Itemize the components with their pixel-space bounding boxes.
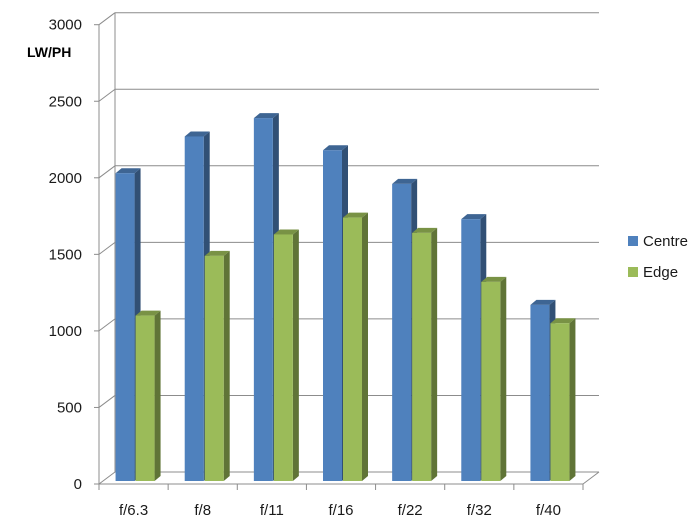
y-tick-label: 1000 [49, 323, 82, 340]
gridline-depth [98, 165, 116, 179]
bar-centre [392, 183, 412, 481]
bar-top-edge [273, 229, 299, 235]
x-tick-label: f/22 [398, 502, 423, 519]
y-axis-title: LW/PH [27, 44, 71, 60]
gridline-depth [98, 471, 116, 485]
y-tick-label: 2000 [49, 170, 82, 187]
bar-top-centre [184, 131, 210, 137]
bar-edge [481, 281, 501, 481]
legend-label-edge: Edge [643, 264, 678, 281]
bar-side-edge [569, 318, 576, 481]
bar-top-centre [115, 168, 141, 174]
legend: Centre Edge [628, 233, 688, 281]
y-tick-label: 2500 [49, 93, 82, 110]
bar-side-edge [500, 276, 507, 481]
floor-right-edge [582, 471, 600, 485]
bar-side-edge [154, 310, 161, 481]
bar-edge [550, 323, 570, 481]
legend-swatch-centre [628, 236, 638, 246]
bar-edge [412, 232, 432, 481]
bar-side-edge [362, 212, 368, 481]
gridline-depth [98, 12, 116, 26]
bar-top-edge [412, 227, 438, 233]
gridline-depth [98, 318, 116, 332]
bar-edge [343, 217, 362, 481]
bar-top-edge [481, 276, 507, 282]
bar-centre [530, 304, 550, 481]
gridline-depth [98, 88, 116, 102]
bar-centre [323, 150, 342, 481]
bar-top-centre [461, 214, 487, 220]
gridline-depth [98, 395, 116, 408]
x-tick-label: f/32 [467, 502, 492, 519]
bar-top-edge [204, 250, 230, 256]
bar-top-edge [343, 212, 368, 218]
x-tick-label: f/8 [194, 502, 211, 519]
y-tick-label: 0 [74, 476, 82, 493]
bar-side-edge [431, 227, 438, 481]
bar-edge [135, 315, 155, 481]
legend-label-centre: Centre [643, 233, 688, 250]
bar-edge [273, 234, 293, 481]
bar-top-centre [530, 299, 556, 305]
y-tick-label: 500 [57, 399, 82, 416]
bar-top-centre [392, 178, 418, 184]
bar-top-centre [323, 145, 348, 151]
bars [115, 113, 576, 481]
bar-centre [461, 219, 481, 481]
bar-side-edge [223, 250, 230, 481]
x-tick-label: f/6.3 [119, 502, 148, 519]
bar-top-centre [253, 113, 279, 119]
gridline-depth [98, 241, 116, 255]
y-tick-label: 1500 [49, 246, 82, 263]
y-tick-label: 3000 [49, 17, 82, 34]
bar-edge [204, 255, 224, 481]
bar-centre [115, 173, 135, 481]
x-tick-label: f/11 [260, 502, 284, 519]
bar-top-edge [135, 310, 161, 316]
x-tick-label: f/40 [536, 502, 561, 519]
bar-centre [253, 118, 273, 481]
bar-top-edge [550, 318, 576, 324]
legend-swatch-edge [628, 267, 638, 277]
bar-side-edge [292, 229, 299, 481]
x-tick-label: f/16 [328, 502, 353, 519]
bar-centre [184, 136, 204, 481]
axes [94, 12, 600, 490]
tick-labels: 0 500 1000 1500 2000 2500 3000 f/6.3 f/8 f/11 f/16… [49, 17, 561, 519]
